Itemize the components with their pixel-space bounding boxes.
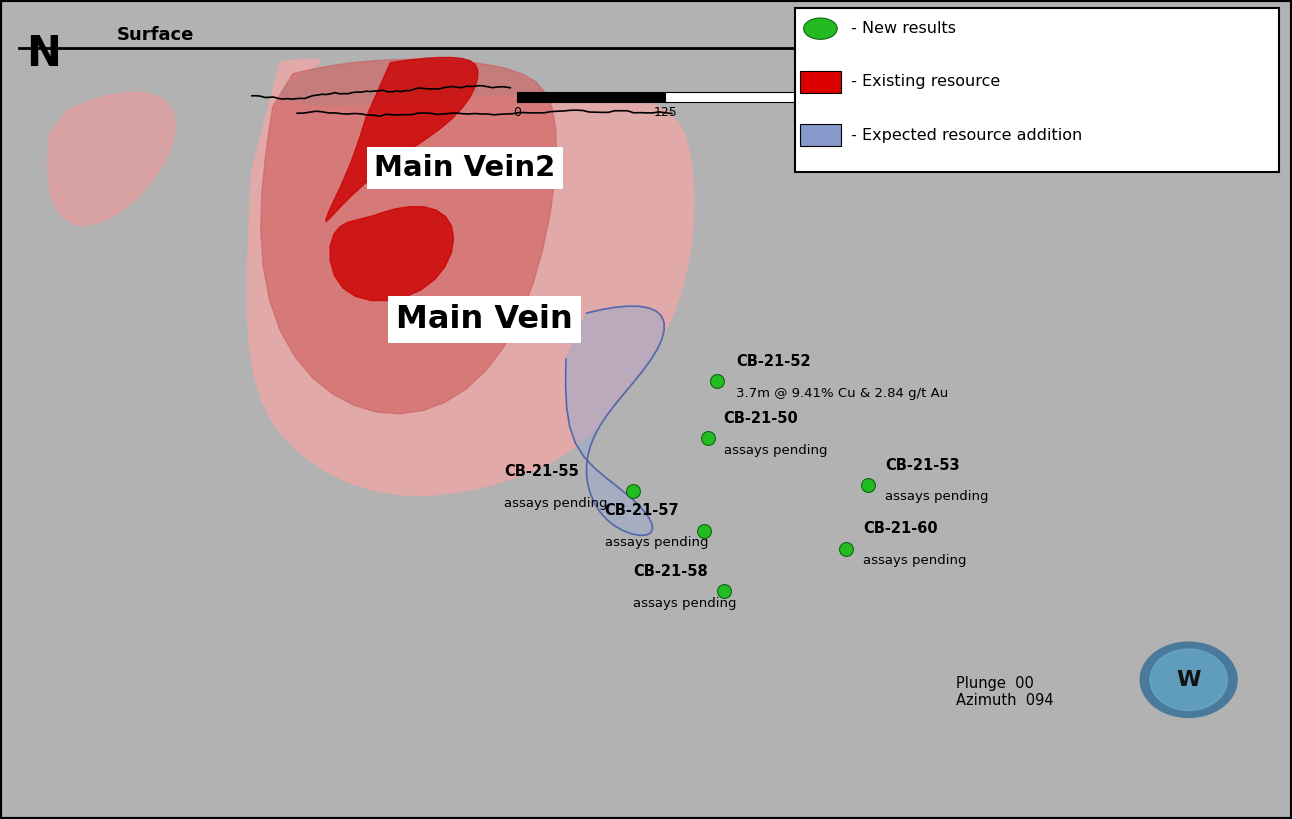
Text: S: S	[1027, 33, 1057, 75]
Text: Main Vein2: Main Vein2	[375, 154, 556, 182]
Point	[698, 432, 718, 445]
Text: 375: 375	[951, 106, 974, 120]
Text: assays pending: assays pending	[863, 554, 966, 568]
Text: - Existing resource: - Existing resource	[846, 75, 1000, 89]
Text: CB-21-57: CB-21-57	[605, 504, 680, 518]
Circle shape	[804, 18, 837, 39]
Polygon shape	[331, 206, 453, 301]
Text: N: N	[26, 33, 61, 75]
Text: 3.7m @ 9.41% Cu & 2.84 g/t Au: 3.7m @ 9.41% Cu & 2.84 g/t Au	[736, 387, 948, 400]
Point	[694, 524, 714, 537]
Text: CB-21-52: CB-21-52	[736, 354, 811, 369]
Text: 250: 250	[802, 106, 826, 120]
Polygon shape	[566, 306, 664, 536]
Text: Main Vein: Main Vein	[397, 304, 572, 335]
Point	[858, 478, 879, 491]
Text: assays pending: assays pending	[724, 444, 827, 457]
Text: CB-21-53: CB-21-53	[885, 458, 960, 473]
Text: Surface: Surface	[116, 26, 194, 44]
Point	[713, 585, 734, 598]
Ellipse shape	[1150, 649, 1227, 710]
Bar	[963, 92, 1111, 102]
Polygon shape	[326, 57, 478, 222]
Bar	[800, 71, 841, 93]
Point	[836, 542, 857, 555]
Text: assays pending: assays pending	[885, 490, 988, 503]
Ellipse shape	[1141, 642, 1238, 717]
Text: CB-21-55: CB-21-55	[504, 464, 579, 479]
Bar	[795, 8, 1279, 172]
Text: - New results: - New results	[846, 21, 956, 36]
Polygon shape	[247, 59, 694, 495]
Text: assays pending: assays pending	[504, 497, 607, 510]
Text: 125: 125	[654, 106, 677, 120]
Text: assays pending: assays pending	[605, 536, 708, 550]
Text: 0: 0	[513, 106, 521, 120]
Point	[707, 374, 727, 387]
Text: - Expected resource addition: - Expected resource addition	[846, 128, 1083, 143]
Text: assays pending: assays pending	[633, 597, 736, 610]
Text: CB-21-58: CB-21-58	[633, 564, 708, 579]
Text: CB-21-50: CB-21-50	[724, 411, 798, 426]
Text: W: W	[1177, 670, 1200, 690]
Text: Plunge  00
Azimuth  094: Plunge 00 Azimuth 094	[956, 676, 1054, 708]
Text: CB-21-60: CB-21-60	[863, 522, 938, 536]
Point	[623, 485, 643, 498]
Bar	[814, 92, 963, 102]
Polygon shape	[48, 93, 174, 225]
Polygon shape	[261, 60, 557, 414]
Bar	[665, 92, 814, 102]
Bar	[517, 92, 665, 102]
Text: 500: 500	[1099, 106, 1123, 120]
Bar	[800, 124, 841, 146]
